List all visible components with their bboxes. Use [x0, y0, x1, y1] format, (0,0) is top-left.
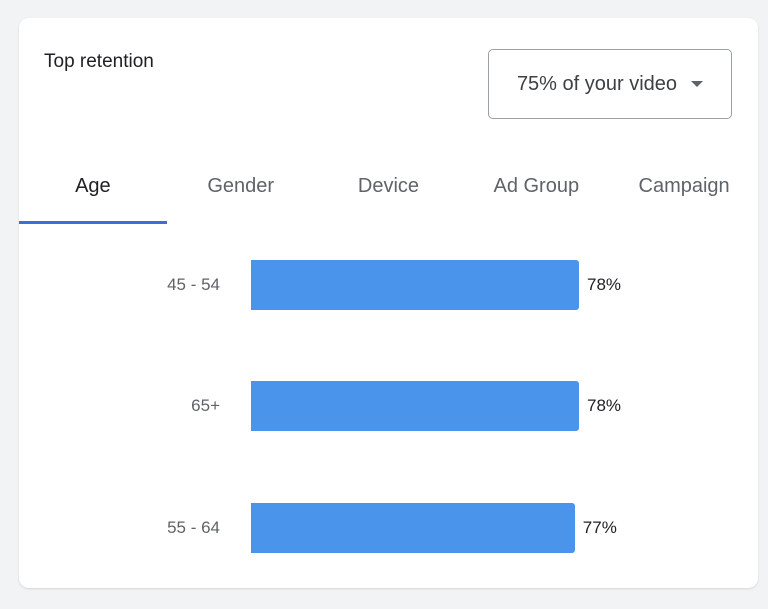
caret-down-icon [691, 81, 704, 87]
category-label: 55 - 64 [167, 518, 220, 537]
tab-campaign[interactable]: Campaign [638, 175, 730, 197]
tab-device[interactable]: Device [357, 175, 420, 197]
bar [251, 260, 579, 310]
category-label: 65+ [191, 396, 220, 415]
bar [251, 503, 575, 553]
tab-ad-group[interactable]: Ad Group [493, 175, 580, 197]
dropdown-value: 75% of your video [516, 72, 678, 95]
tab-gender[interactable]: Gender [207, 175, 275, 197]
bar [251, 381, 579, 431]
value-label: 78% [586, 275, 622, 294]
value-label: 77% [582, 518, 617, 537]
retention-bar-chart: 45 - 54 78% 65+ 78% 55 - 64 77% [19, 238, 758, 578]
retention-threshold-dropdown[interactable]: 75% of your video [488, 49, 732, 119]
value-label: 78% [586, 396, 622, 415]
top-retention-card: Top retention 75% of your video Age Gend… [19, 18, 758, 588]
category-label: 45 - 54 [167, 275, 220, 294]
card-title: Top retention [44, 51, 154, 72]
tab-age[interactable]: Age [19, 158, 167, 224]
dimension-tabs: Age Gender Device Ad Group Campaign [19, 158, 758, 224]
